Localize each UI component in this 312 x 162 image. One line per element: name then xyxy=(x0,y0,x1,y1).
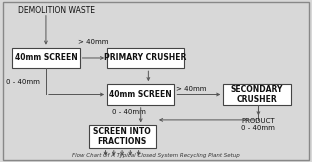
Text: > 40mm: > 40mm xyxy=(176,86,207,92)
Text: 0 - 40mm: 0 - 40mm xyxy=(112,109,145,115)
Text: 40mm SCREEN: 40mm SCREEN xyxy=(109,90,172,99)
Text: > 40mm: > 40mm xyxy=(78,39,109,45)
Bar xyxy=(223,84,290,105)
Bar xyxy=(107,84,174,105)
Text: SCREEN INTO
FRACTIONS: SCREEN INTO FRACTIONS xyxy=(94,127,151,146)
Text: PRODUCT
0 - 40mm: PRODUCT 0 - 40mm xyxy=(241,118,275,131)
Bar xyxy=(12,48,80,68)
Text: 0 - 40mm: 0 - 40mm xyxy=(6,79,40,85)
Text: Flow Chart Of A Typical Closed System Recycling Plant Setup: Flow Chart Of A Typical Closed System Re… xyxy=(72,153,240,158)
Text: 40mm SCREEN: 40mm SCREEN xyxy=(15,53,77,63)
Text: SECONDARY
CRUSHER: SECONDARY CRUSHER xyxy=(231,85,283,104)
Bar xyxy=(89,125,156,148)
Text: PRIMARY CRUSHER: PRIMARY CRUSHER xyxy=(104,53,187,63)
Text: DEMOLITION WASTE: DEMOLITION WASTE xyxy=(18,6,95,15)
Bar xyxy=(107,48,183,68)
